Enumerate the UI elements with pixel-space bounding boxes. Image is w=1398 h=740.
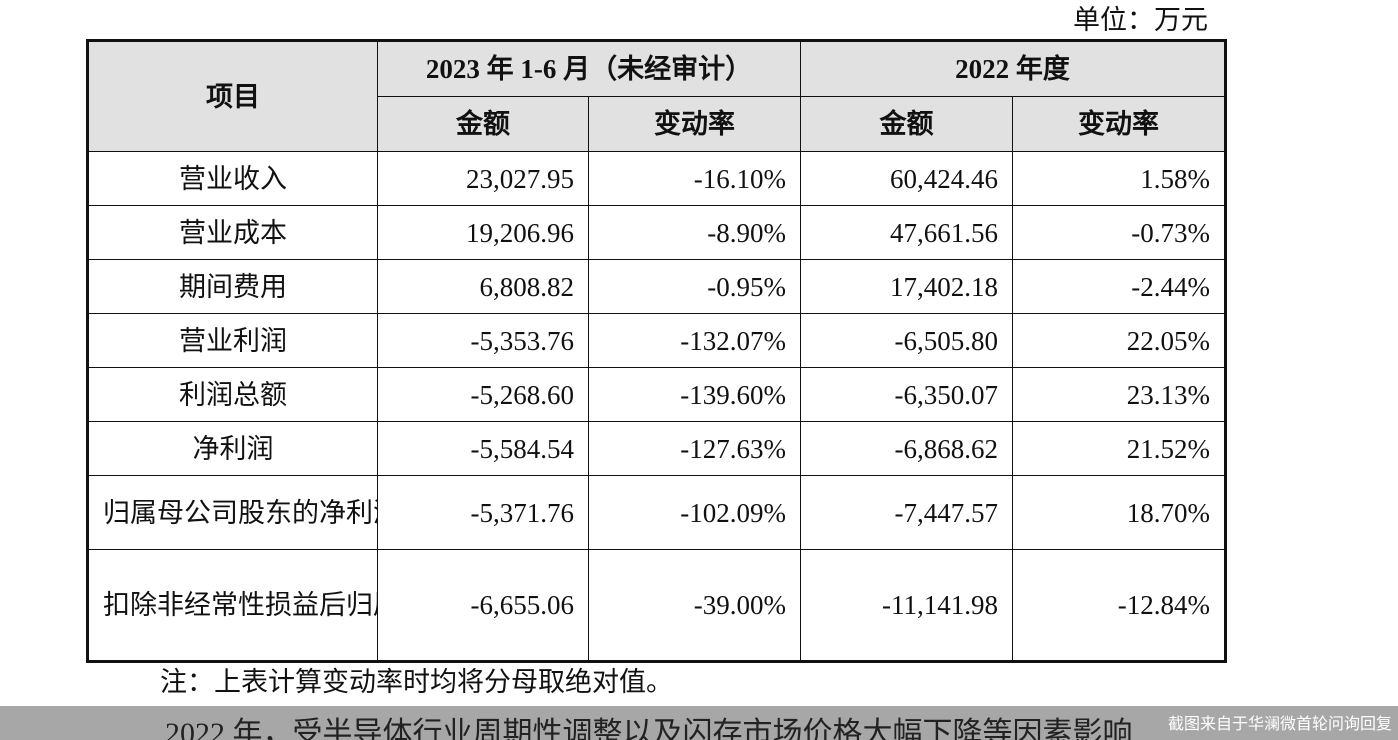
y2022-amount: -11,141.98 bbox=[800, 549, 1013, 662]
row-item: 净利润 bbox=[87, 421, 378, 476]
header-amount: 金额 bbox=[377, 96, 589, 152]
y2022-change: 23.13% bbox=[1012, 367, 1226, 422]
y2022-change: 21.52% bbox=[1012, 421, 1226, 476]
header-change-rate: 变动率 bbox=[588, 96, 801, 152]
h1-amount: 6,808.82 bbox=[377, 259, 589, 314]
row-item: 营业成本 bbox=[87, 205, 378, 260]
row-item: 归属母公司股东的净利润 bbox=[87, 475, 378, 550]
table-row: 期间费用 6,808.82 -0.95% 17,402.18 -2.44% bbox=[87, 259, 1226, 314]
table-row: 营业利润 -5,353.76 -132.07% -6,505.80 22.05% bbox=[87, 313, 1226, 368]
h1-change: -139.60% bbox=[588, 367, 801, 422]
h1-amount: -5,584.54 bbox=[377, 421, 589, 476]
table-note: 注：上表计算变动率时均将分母取绝对值。 bbox=[160, 667, 673, 697]
row-item: 扣除非经常性损益后归属母公司股东的净利润 bbox=[87, 549, 378, 662]
y2022-change: -12.84% bbox=[1012, 549, 1226, 662]
y2022-amount: 47,661.56 bbox=[800, 205, 1013, 260]
y2022-amount: 60,424.46 bbox=[800, 151, 1013, 206]
y2022-change: -0.73% bbox=[1012, 205, 1226, 260]
table-row: 利润总额 -5,268.60 -139.60% -6,350.07 23.13% bbox=[87, 367, 1226, 422]
header-period-2023h1: 2023 年 1-6 月（未经审计） bbox=[377, 40, 801, 97]
header-item: 项目 bbox=[87, 40, 378, 152]
table-row: 扣除非经常性损益后归属母公司股东的净利润 -6,655.06 -39.00% -… bbox=[87, 549, 1226, 662]
h1-amount: 23,027.95 bbox=[377, 151, 589, 206]
header-amount: 金额 bbox=[800, 96, 1013, 152]
y2022-amount: -6,505.80 bbox=[800, 313, 1013, 368]
header-period-2022: 2022 年度 bbox=[800, 40, 1226, 97]
row-item: 营业利润 bbox=[87, 313, 378, 368]
h1-change: -132.07% bbox=[588, 313, 801, 368]
h1-change: -16.10% bbox=[588, 151, 801, 206]
h1-change: -0.95% bbox=[588, 259, 801, 314]
h1-change: -8.90% bbox=[588, 205, 801, 260]
h1-amount: -5,353.76 bbox=[377, 313, 589, 368]
row-item: 营业收入 bbox=[87, 151, 378, 206]
h1-change: -127.63% bbox=[588, 421, 801, 476]
unit-label: 单位：万元 bbox=[1073, 5, 1208, 35]
bottom-overlay-band: 2022 年，受半导体行业周期性调整以及闪存市场价格大幅下降等因素影响 截图来自… bbox=[0, 706, 1398, 740]
h1-change: -39.00% bbox=[588, 549, 801, 662]
table-row: 营业收入 23,027.95 -16.10% 60,424.46 1.58% bbox=[87, 151, 1226, 206]
table-row: 营业成本 19,206.96 -8.90% 47,661.56 -0.73% bbox=[87, 205, 1226, 260]
header-change-rate: 变动率 bbox=[1012, 96, 1226, 152]
h1-amount: -5,268.60 bbox=[377, 367, 589, 422]
y2022-change: 1.58% bbox=[1012, 151, 1226, 206]
y2022-change: -2.44% bbox=[1012, 259, 1226, 314]
h1-amount: -6,655.06 bbox=[377, 549, 589, 662]
financial-table: 项目 2023 年 1-6 月（未经审计） 2022 年度 金额 变动率 金额 … bbox=[86, 39, 1227, 663]
y2022-change: 22.05% bbox=[1012, 313, 1226, 368]
y2022-amount: 17,402.18 bbox=[800, 259, 1013, 314]
truncated-paragraph: 2022 年，受半导体行业周期性调整以及闪存市场价格大幅下降等因素影响 bbox=[165, 717, 1133, 740]
table-row: 净利润 -5,584.54 -127.63% -6,868.62 21.52% bbox=[87, 421, 1226, 476]
row-item: 期间费用 bbox=[87, 259, 378, 314]
y2022-change: 18.70% bbox=[1012, 475, 1226, 550]
y2022-amount: -6,868.62 bbox=[800, 421, 1013, 476]
h1-amount: -5,371.76 bbox=[377, 475, 589, 550]
y2022-amount: -6,350.07 bbox=[800, 367, 1013, 422]
h1-amount: 19,206.96 bbox=[377, 205, 589, 260]
source-watermark: 截图来自于华澜微首轮问询回复 bbox=[1167, 714, 1392, 733]
y2022-amount: -7,447.57 bbox=[800, 475, 1013, 550]
table-row: 归属母公司股东的净利润 -5,371.76 -102.09% -7,447.57… bbox=[87, 475, 1226, 550]
row-item: 利润总额 bbox=[87, 367, 378, 422]
h1-change: -102.09% bbox=[588, 475, 801, 550]
